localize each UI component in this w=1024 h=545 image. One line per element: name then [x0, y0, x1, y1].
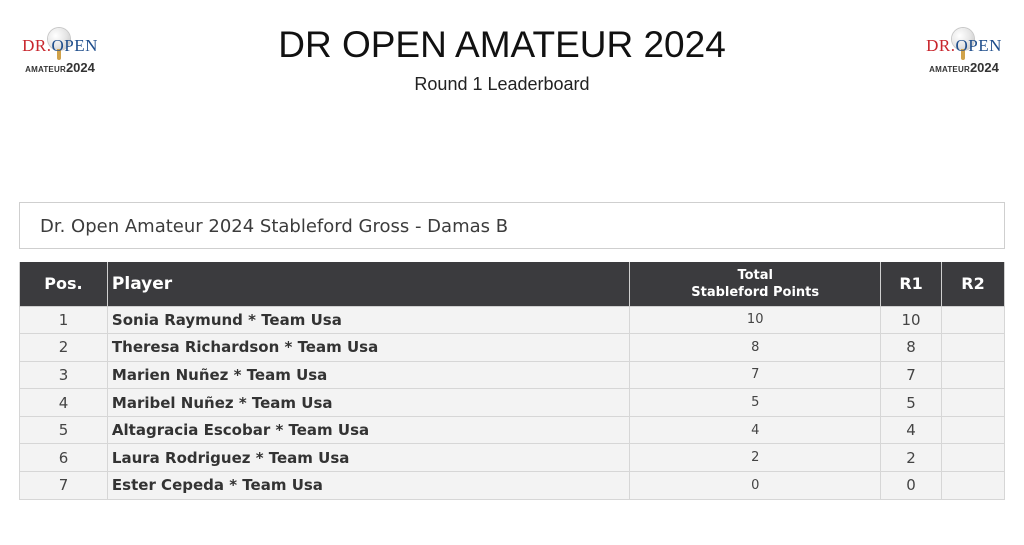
row-points: 7: [629, 360, 882, 390]
page-subtitle: Round 1 Leaderboard: [414, 74, 590, 94]
row-points: 8: [629, 333, 882, 362]
row-player: Altagracia Escobar * Team Usa: [106, 415, 631, 445]
golf-tee-icon: [961, 49, 965, 60]
row-pos: 3: [19, 360, 108, 390]
table-row: 1 Sonia Raymund * Team Usa 10 10: [19, 305, 1005, 335]
page-title: DR OPEN AMATEUR 2024: [278, 24, 726, 65]
row-r1: 10: [880, 305, 943, 335]
row-r1: 5: [880, 388, 943, 417]
row-r2: [941, 333, 1005, 362]
row-player: Marien Nuñez * Team Usa: [106, 360, 631, 390]
golf-ball-icon: [48, 28, 70, 50]
column-header-player: Player: [106, 262, 631, 307]
golf-ball-icon: [952, 28, 974, 50]
table-row: 5 Altagracia Escobar * Team Usa 4 4: [19, 415, 1005, 445]
row-player: Laura Rodriguez * Team Usa: [106, 443, 631, 473]
logo-subtitle: AMATEUR2024: [25, 60, 95, 75]
event-name: Dr. Open Amateur 2024 Stableford Gross -…: [40, 216, 509, 237]
row-player: Theresa Richardson * Team Usa: [106, 333, 631, 362]
leaderboard-table: Pos. Player Total Stableford Points R1 R…: [19, 262, 1005, 500]
table-header-row: Pos. Player Total Stableford Points R1 R…: [19, 262, 1005, 307]
row-r2: [941, 305, 1005, 335]
column-header-total-line1: Total: [737, 267, 773, 283]
row-pos: 4: [19, 388, 108, 417]
row-points: 2: [629, 443, 882, 473]
table-row: 4 Maribel Nuñez * Team Usa 5 5: [19, 388, 1005, 417]
row-points: 4: [629, 415, 882, 445]
row-r1: 0: [880, 471, 943, 500]
row-pos: 6: [19, 443, 108, 473]
column-header-pos: Pos.: [19, 262, 108, 307]
row-r2: [941, 415, 1005, 445]
column-header-r2: R2: [941, 262, 1005, 307]
row-points: 5: [629, 388, 882, 417]
row-r1: 8: [880, 333, 943, 362]
logo-left: DR.OPEN AMATEUR2024: [14, 28, 106, 75]
logo-brand: DR.OPEN: [926, 36, 1002, 55]
event-name-box: Dr. Open Amateur 2024 Stableford Gross -…: [19, 202, 1005, 249]
table-row: 2 Theresa Richardson * Team Usa 8 8: [19, 333, 1005, 362]
row-pos: 7: [19, 471, 108, 500]
table-row: 3 Marien Nuñez * Team Usa 7 7: [19, 360, 1005, 390]
row-player: Ester Cepeda * Team Usa: [106, 471, 631, 500]
table-row: 7 Ester Cepeda * Team Usa 0 0: [19, 471, 1005, 500]
row-points: 10: [629, 305, 882, 335]
logo-brand: DR.OPEN: [22, 36, 98, 55]
logo-right: DR.OPEN AMATEUR2024: [918, 28, 1010, 75]
column-header-total: Total Stableford Points: [629, 262, 882, 307]
row-r1: 2: [880, 443, 943, 473]
row-pos: 2: [19, 333, 108, 362]
row-player: Sonia Raymund * Team Usa: [106, 305, 631, 335]
row-points: 0: [629, 471, 882, 500]
golf-tee-icon: [57, 49, 61, 60]
row-r1: 7: [880, 360, 943, 390]
row-r2: [941, 388, 1005, 417]
row-r2: [941, 360, 1005, 390]
logo-subtitle: AMATEUR2024: [929, 60, 999, 75]
column-header-total-line2: Stableford Points: [691, 284, 820, 300]
row-pos: 1: [19, 305, 108, 335]
row-r1: 4: [880, 415, 943, 445]
row-player: Maribel Nuñez * Team Usa: [106, 388, 631, 417]
row-r2: [941, 443, 1005, 473]
column-header-r1: R1: [880, 262, 943, 307]
row-r2: [941, 471, 1005, 500]
row-pos: 5: [19, 415, 108, 445]
table-row: 6 Laura Rodriguez * Team Usa 2 2: [19, 443, 1005, 473]
